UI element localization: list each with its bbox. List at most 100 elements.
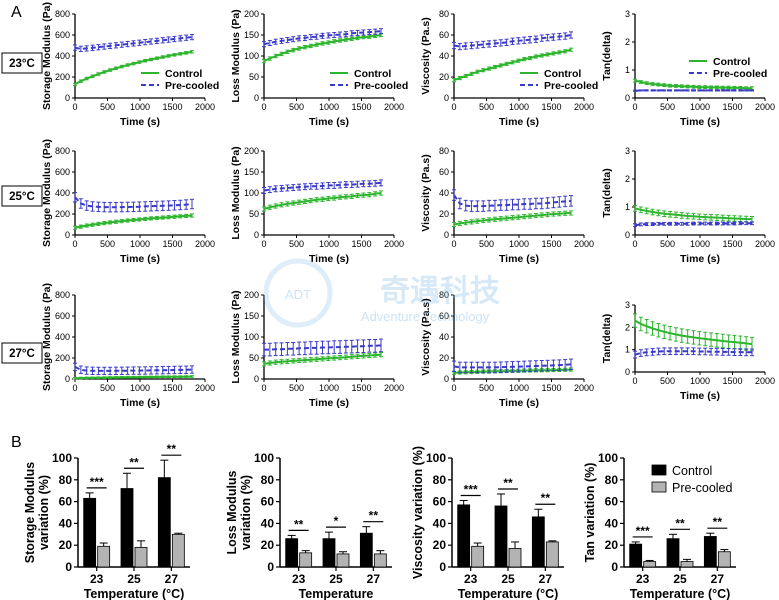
bar — [680, 561, 694, 568]
legend-label: Pre-cooled — [672, 481, 732, 495]
y-tick-label: 60 — [261, 495, 275, 509]
x-tick-label: 25 — [673, 572, 687, 586]
x-tick-label: 2000 — [384, 102, 404, 112]
legend-label: Control — [354, 68, 391, 80]
line-chart-sm27: 0 200 400 600 800 0 500 1000 1500 2000 Time (s) Sto… — [41, 283, 215, 409]
x-tick-label: 2000 — [195, 102, 215, 112]
y-tick-label: 200 — [244, 9, 259, 19]
bar — [134, 546, 148, 568]
y-tick-label: 100 — [426, 451, 446, 465]
y-tick-label: 800 — [55, 146, 70, 156]
x-tick-label: 27 — [367, 572, 381, 586]
x-tick-label: 23 — [292, 572, 306, 586]
x-tick-label: 27 — [711, 572, 725, 586]
x-tick-label: 1000 — [130, 239, 150, 249]
significance-label: ** — [503, 476, 513, 490]
line-chart-vi27: 0 20 40 60 80 0 500 1000 1500 2000 Time (s) Viscosi… — [420, 290, 594, 409]
x-tick-label: 25 — [127, 572, 141, 586]
y-tick-label: 3 — [625, 300, 630, 310]
row-label-25: 25°C — [1, 185, 43, 207]
y-tick-label: 0 — [65, 230, 70, 240]
y-tick-label: 20 — [59, 538, 73, 552]
series-control — [73, 50, 194, 87]
y-tick-label: 100 — [244, 51, 259, 61]
y-axis-label: Viscosity (Pa.s) — [420, 17, 432, 94]
bar — [494, 505, 508, 568]
y-tick-label: 60 — [59, 495, 73, 509]
x-tick-label: 2000 — [574, 102, 594, 112]
series-control — [262, 190, 383, 212]
y-tick-label: 0 — [254, 374, 259, 384]
x-axis-label: Time (s) — [309, 253, 349, 265]
x-axis-label: Temperature (°C) — [630, 587, 731, 600]
x-tick-label: 1000 — [130, 383, 150, 393]
y-tick-label: 0 — [444, 374, 449, 384]
x-tick-label: 500 — [289, 239, 304, 249]
legend-label: Control — [672, 464, 712, 478]
y-tick-label: 800 — [55, 290, 70, 300]
bar — [545, 541, 559, 568]
series-control — [633, 78, 754, 91]
bar — [717, 551, 731, 568]
y-tick-label: 1 — [625, 65, 630, 75]
x-tick-label: 1500 — [162, 239, 182, 249]
x-tick-label: 2000 — [755, 239, 775, 249]
line-chart-td25: 0 1 2 3 0 500 1000 1500 2000 Time (s) Tan(delta) — [601, 146, 775, 265]
y-tick-label: 200 — [55, 72, 70, 82]
x-tick-label: 500 — [289, 383, 304, 393]
y-tick-label: 0 — [625, 93, 630, 103]
y-tick-label: 200 — [55, 209, 70, 219]
panel-label-b: B — [11, 434, 22, 451]
x-tick-label: 23 — [90, 572, 104, 586]
x-tick-label: 1500 — [722, 239, 742, 249]
x-axis-label: Time (s) — [120, 397, 160, 409]
watermark: ADT 奇遇科技 Adventure Technology — [263, 258, 500, 328]
series-control — [452, 210, 573, 228]
x-tick-label: 2000 — [384, 383, 404, 393]
bar — [666, 538, 680, 568]
x-tick-label: 1000 — [509, 383, 529, 393]
x-axis-label: Time (s) — [680, 390, 720, 402]
line-chart-td27: 0 1 2 3 0 500 1000 1500 2000 Time (s) Tan(delta) — [601, 300, 775, 402]
significance-label: ** — [675, 516, 685, 530]
x-tick-label: 27 — [539, 572, 553, 586]
y-tick-label: 800 — [55, 9, 70, 19]
x-tick-label: 0 — [261, 102, 266, 112]
x-tick-label: 0 — [72, 383, 77, 393]
y-tick-label: 40 — [439, 332, 449, 342]
series-control — [452, 47, 573, 83]
significance-label: ** — [713, 515, 723, 529]
y-tick-label: 20 — [439, 353, 449, 363]
x-axis-label: Temperature — [299, 587, 374, 600]
x-tick-label: 0 — [632, 102, 637, 112]
series-pre-cooled — [73, 362, 194, 376]
y-axis-label: Storage Modulus (Pa) — [41, 139, 53, 247]
y-tick-label: 0 — [267, 560, 274, 574]
row-label-27-text: 27°C — [9, 348, 35, 360]
legend-label: Pre-cooled — [544, 80, 598, 92]
y-tick-label: 80 — [439, 290, 449, 300]
significance-label: ** — [129, 455, 139, 469]
y-tick-label: 0 — [439, 560, 446, 574]
x-tick-label: 500 — [479, 102, 494, 112]
series-line — [74, 196, 193, 209]
y-tick-label: 50 — [249, 353, 259, 363]
x-tick-label: 0 — [632, 376, 637, 386]
y-tick-label: 20 — [439, 72, 449, 82]
row-label-23: 23°C — [1, 52, 43, 74]
x-tick-label: 2000 — [574, 383, 594, 393]
y-tick-label: 0 — [254, 93, 259, 103]
series-pre-cooled — [452, 31, 573, 51]
y-axis-label: Tan(delta) — [601, 31, 613, 80]
x-tick-label: 500 — [660, 102, 675, 112]
significance-label: *** — [636, 524, 650, 538]
significance-label: ** — [541, 491, 551, 505]
bar — [629, 543, 643, 568]
y-tick-label: 3 — [625, 9, 630, 19]
x-axis-label: Time (s) — [499, 116, 539, 128]
x-axis-label: Time (s) — [309, 116, 349, 128]
x-axis-label: Time (s) — [120, 253, 160, 265]
